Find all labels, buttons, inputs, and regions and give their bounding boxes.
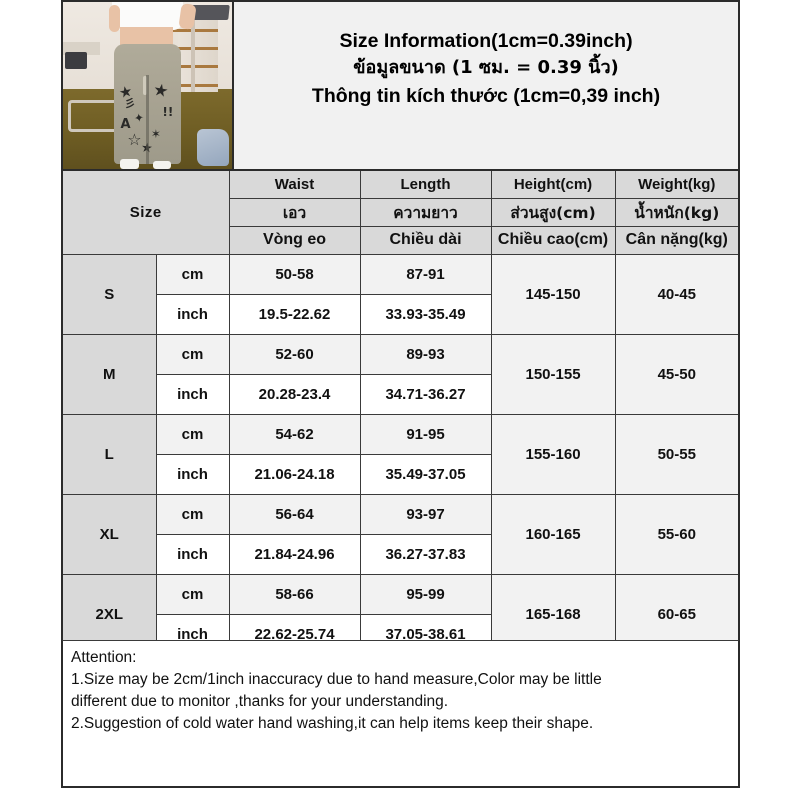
length-cm-m: 89-93: [359, 333, 492, 375]
photo-drawstring: [143, 76, 148, 96]
unit-cm: cm: [155, 413, 230, 455]
length-cm-l: 91-95: [359, 413, 492, 455]
graffiti-star-icon: ☆: [127, 129, 142, 149]
waist-cm-l: 54-62: [228, 413, 361, 455]
photo-model-midriff: [120, 27, 173, 46]
table-row: S cm 50-58 87-91 145-150 40-45: [61, 253, 741, 335]
graffiti-star-icon: ★: [151, 80, 170, 103]
title-thai: ข้อมูลขนาด (1 ซม. = 0.39 นิ้ว): [353, 57, 619, 79]
size-header-cell: Size: [60, 169, 230, 255]
waist-inch-l: 21.06-24.18: [228, 453, 361, 495]
graffiti-star-icon: ★: [139, 140, 154, 157]
graffiti-sparkle-icon: ✶: [150, 126, 161, 141]
size-label-xl: XL: [61, 493, 157, 575]
photo-shoe: [152, 160, 172, 169]
col-header-weight-en: Weight(kg): [614, 169, 741, 199]
unit-cm: cm: [155, 573, 230, 615]
title-vietnamese: Thông tin kích thước (1cm=0,39 inch): [311, 84, 661, 107]
length-inch-l: 35.49-37.05: [359, 453, 492, 495]
length-cm-2xl: 95-99: [359, 573, 492, 615]
photo-monitor: [64, 52, 87, 69]
unit-cm: cm: [155, 253, 230, 295]
waist-inch-xl: 21.84-24.96: [228, 533, 361, 575]
unit-inch: inch: [155, 533, 230, 575]
height-xl: 160-165: [490, 493, 616, 575]
table-body: S cm 50-58 87-91 145-150 40-45 inch 19.5…: [61, 253, 741, 655]
col-header-height-vi: Chiều cao(cm): [490, 225, 616, 255]
unit-inch: inch: [155, 453, 230, 495]
height-l: 155-160: [490, 413, 616, 495]
attention-line-1: 1.Size may be 2cm/1inch inaccuracy due t…: [71, 671, 602, 688]
unit-cm: cm: [155, 333, 230, 375]
header-row-english: Size Waist Length Height(cm) Weight(kg): [60, 169, 741, 255]
table-header: Size Waist Length Height(cm) Weight(kg) …: [60, 169, 741, 255]
photo-model-top: [112, 2, 183, 31]
size-table: Size Waist Length Height(cm) Weight(kg) …: [60, 169, 741, 655]
length-inch-s: 33.93-35.49: [359, 293, 492, 335]
table-row: inch 19.5-22.62 33.93-35.49: [62, 293, 739, 335]
length-cm-xl: 93-97: [359, 493, 492, 535]
height-m: 150-155: [490, 333, 616, 415]
photo-shoe: [120, 158, 140, 169]
title-block: Size Information(1cm=0.39inch) ข้อมูลขนา…: [234, 2, 738, 171]
photo-shelf-board: [140, 28, 219, 32]
col-header-height-en: Height(cm): [490, 169, 616, 199]
col-header-waist-en: Waist: [228, 169, 361, 199]
col-header-waist-vi: Vòng eo: [228, 225, 361, 255]
col-header-waist-th: เอว: [228, 197, 361, 227]
weight-xl: 55-60: [614, 493, 741, 575]
photo-shelf-post: [191, 8, 196, 93]
length-cm-s: 87-91: [359, 253, 492, 295]
unit-inch: inch: [155, 373, 230, 415]
size-label-l: L: [61, 413, 157, 495]
weight-l: 50-55: [614, 413, 741, 495]
graffiti-letter-icon: A: [120, 117, 131, 133]
waist-cm-m: 52-60: [228, 333, 361, 375]
weight-s: 40-45: [614, 253, 741, 335]
table-row: inch 21.84-24.96 36.27-37.83: [62, 533, 739, 575]
weight-m: 45-50: [614, 333, 741, 415]
unit-cm: cm: [155, 493, 230, 535]
size-label-m: M: [61, 333, 157, 415]
table-row: 2XL cm 58-66 95-99 165-168 60-65: [61, 573, 741, 655]
graffiti-star-icon: ★: [117, 81, 135, 102]
col-header-weight-th: น้ำหนัก(kg): [614, 197, 741, 227]
graffiti-mark-icon: 彡: [124, 96, 136, 110]
col-header-height-th: ส่วนสูง(cm): [490, 197, 616, 227]
col-header-length-en: Length: [359, 169, 492, 199]
table-row: L cm 54-62 91-95 155-160 50-55: [61, 413, 741, 495]
col-header-weight-vi: Cân nặng(kg): [614, 225, 741, 255]
attention-line-3: 2.Suggestion of cold water hand washing,…: [71, 715, 594, 732]
unit-inch: inch: [155, 293, 230, 335]
header-band: ★ 彡 ★ !! A ✦ ☆ ✶ ★ Size Information(1cm=…: [61, 0, 740, 171]
attention-heading: Attention:: [71, 649, 137, 666]
title-english: Size Information(1cm=0.39inch): [339, 30, 633, 53]
waist-inch-m: 20.28-23.4: [228, 373, 361, 415]
waist-cm-s: 50-58: [228, 253, 361, 295]
photo-folded-jeans: [196, 128, 229, 166]
height-s: 145-150: [490, 253, 616, 335]
waist-cm-2xl: 58-66: [228, 573, 361, 615]
graffiti-exclaim-icon: !!: [162, 105, 174, 120]
table-row: XL cm 56-64 93-97 160-165 55-60: [61, 493, 741, 575]
waist-cm-xl: 56-64: [228, 493, 361, 535]
table-row: inch 20.28-23.4 34.71-36.27: [62, 373, 739, 415]
photo-cargo-pants: ★ 彡 ★ !! A ✦ ☆ ✶ ★: [113, 43, 182, 165]
waist-inch-s: 19.5-22.62: [228, 293, 361, 335]
col-header-length-vi: Chiều dài: [359, 225, 492, 255]
col-header-length-th: ความยาว: [359, 197, 492, 227]
size-label-s: S: [61, 253, 157, 335]
table-row: M cm 52-60 89-93 150-155 45-50: [61, 333, 741, 415]
length-inch-m: 34.71-36.27: [359, 373, 492, 415]
product-photo: ★ 彡 ★ !! A ✦ ☆ ✶ ★: [63, 2, 234, 169]
length-inch-xl: 36.27-37.83: [359, 533, 492, 575]
attention-box: Attention: 1.Size may be 2cm/1inch inacc…: [61, 640, 740, 788]
photo-model-arm: [108, 5, 121, 33]
attention-line-2: different due to monitor ,thanks for you…: [71, 693, 449, 710]
graffiti-sparkle-icon: ✦: [133, 110, 145, 126]
